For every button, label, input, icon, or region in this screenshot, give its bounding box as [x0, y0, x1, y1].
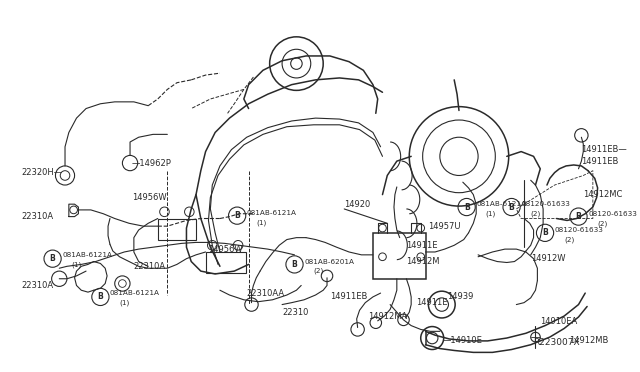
- Text: 14956W: 14956W: [209, 245, 243, 254]
- Text: 14956W: 14956W: [132, 193, 166, 202]
- Text: 081AB-6121A: 081AB-6121A: [110, 290, 160, 296]
- Text: B: B: [292, 260, 298, 269]
- Text: 081AB-6121A: 081AB-6121A: [246, 210, 297, 216]
- Text: (1): (1): [120, 299, 130, 306]
- Text: 22310A: 22310A: [21, 281, 53, 290]
- Text: 22310A: 22310A: [134, 262, 166, 271]
- Text: 14911EB—: 14911EB—: [581, 145, 627, 154]
- Text: B: B: [509, 202, 515, 212]
- Text: B: B: [575, 212, 581, 221]
- Text: 22320H—: 22320H—: [21, 168, 62, 177]
- Text: 14911E: 14911E: [406, 241, 438, 250]
- Text: R223007X: R223007X: [534, 338, 580, 347]
- Text: —14962P: —14962P: [132, 158, 172, 167]
- Text: (1): (1): [486, 211, 496, 217]
- Text: (2): (2): [531, 211, 541, 217]
- Text: 14911E: 14911E: [416, 298, 447, 307]
- Text: (1): (1): [256, 219, 266, 225]
- Text: 14912M: 14912M: [406, 257, 440, 266]
- Text: 14957U: 14957U: [428, 222, 461, 231]
- Text: —14910E: —14910E: [443, 336, 483, 346]
- Text: 14911EB: 14911EB: [581, 157, 619, 166]
- Text: 14912MB: 14912MB: [569, 336, 609, 346]
- Text: 14939: 14939: [447, 292, 474, 301]
- Text: 14912W: 14912W: [531, 254, 565, 263]
- Text: (2): (2): [564, 236, 575, 243]
- Text: 14912MA: 14912MA: [368, 311, 408, 321]
- Bar: [373, 233, 426, 279]
- Text: 08120-61633: 08120-61633: [555, 227, 604, 233]
- Text: B: B: [234, 211, 240, 220]
- Bar: [158, 218, 196, 240]
- Text: (2): (2): [314, 268, 324, 275]
- Text: 14912MC: 14912MC: [583, 190, 623, 199]
- Text: 14911EB: 14911EB: [330, 292, 367, 301]
- Text: 08120-61633: 08120-61633: [588, 211, 637, 217]
- Text: B: B: [542, 228, 548, 237]
- Text: B: B: [464, 202, 470, 212]
- Bar: [205, 252, 246, 273]
- Text: 08120-61633: 08120-61633: [521, 201, 570, 207]
- Text: 081AB-6201A: 081AB-6201A: [304, 259, 354, 264]
- Text: 14910EA: 14910EA: [540, 317, 577, 326]
- Text: B: B: [97, 292, 103, 301]
- Text: 22310A: 22310A: [21, 212, 53, 221]
- Text: B: B: [50, 254, 56, 263]
- Text: 081AB-6121A: 081AB-6121A: [62, 252, 112, 258]
- Text: 22310AA: 22310AA: [246, 289, 285, 298]
- Text: 081AB-6121A: 081AB-6121A: [476, 201, 526, 207]
- Text: 14920: 14920: [344, 200, 371, 209]
- Text: 22310: 22310: [282, 308, 308, 317]
- Text: (2): (2): [598, 220, 608, 227]
- Text: (1): (1): [72, 261, 82, 268]
